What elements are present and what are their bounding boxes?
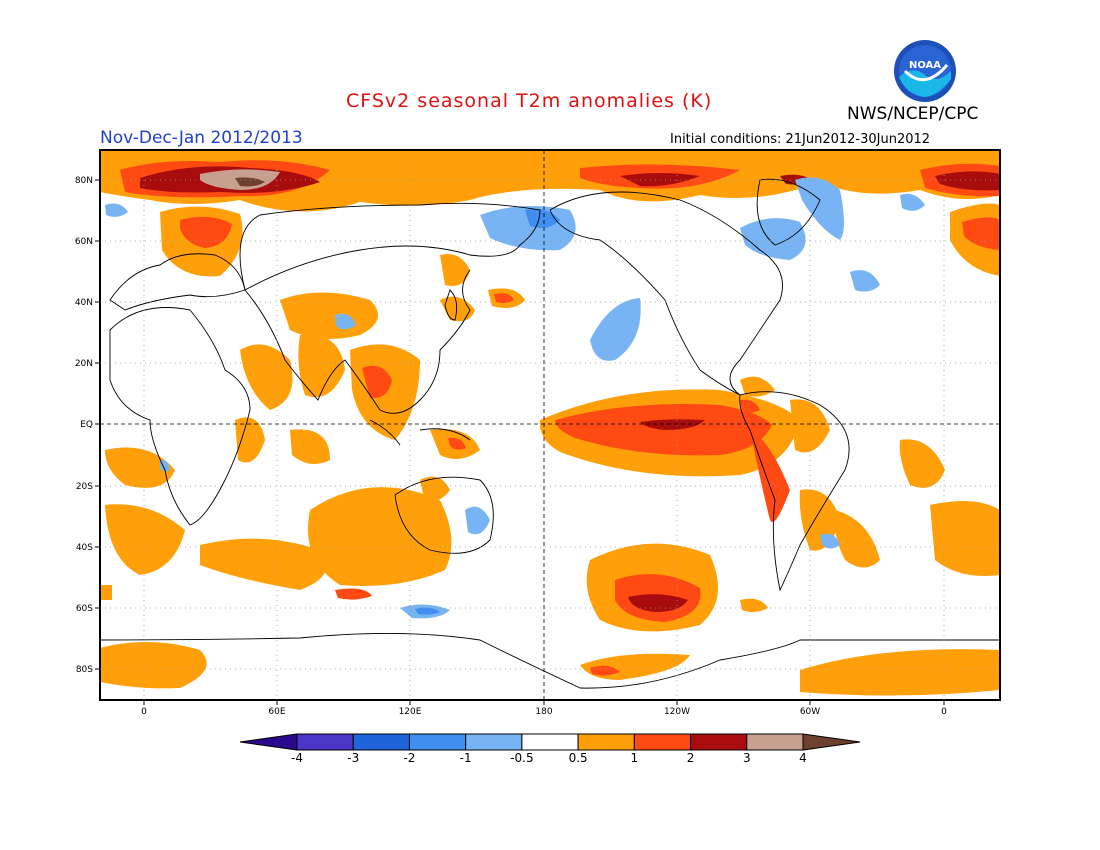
colorbar-max-arrow xyxy=(802,733,861,751)
noaa-logo: NOAA xyxy=(894,40,956,102)
colorbar-label: -3 xyxy=(347,751,359,765)
logo-text: NOAA xyxy=(909,60,941,71)
map-frame xyxy=(99,149,1001,701)
gridlines xyxy=(100,150,1000,700)
colorbar-label: 3 xyxy=(743,751,751,765)
lon-label: 120W xyxy=(664,707,690,717)
lat-label: 80N xyxy=(75,176,93,186)
lat-label: 20S xyxy=(76,482,93,492)
colorbar-label: -2 xyxy=(403,751,415,765)
colorbar-swatch xyxy=(521,733,579,751)
colorbar-swatch xyxy=(633,733,692,751)
latitude-labels: 80N 60N 40N 20N EQ 20S 40S 60S 80S xyxy=(75,176,93,675)
anomaly-field xyxy=(100,150,1000,700)
equator-dateline xyxy=(100,150,1000,700)
lat-label: 60N xyxy=(75,237,93,247)
colorbar-label: -1 xyxy=(460,751,472,765)
lat-label: 60S xyxy=(76,604,93,614)
lon-label: 0 xyxy=(141,707,147,717)
lat-label: 20N xyxy=(75,359,93,369)
forecast-period: Nov-Dec-Jan 2012/2013 xyxy=(100,128,303,148)
colorbar-swatch xyxy=(296,733,354,751)
initial-conditions: Initial conditions: 21Jun2012-30Jun2012 xyxy=(670,132,931,147)
colorbar-swatch xyxy=(465,733,523,751)
axis-ticks xyxy=(95,179,945,705)
agency-label: NWS/NCEP/CPC xyxy=(847,104,979,124)
colorbar-label: 4 xyxy=(799,751,807,765)
lon-label: 60E xyxy=(268,707,285,717)
colorbar-swatch xyxy=(690,733,748,751)
colorbar-swatch xyxy=(577,733,635,751)
lon-label: 60W xyxy=(800,707,820,717)
colorbar-label: 1 xyxy=(631,751,639,765)
colorbar-label: -0.5 xyxy=(510,751,533,765)
lat-label: EQ xyxy=(80,420,93,430)
lon-label: 120E xyxy=(399,707,422,717)
lat-label: 40N xyxy=(75,298,93,308)
colorbar: -4 -3 -2 -1 -0.5 0.5 1 2 3 4 xyxy=(239,733,861,765)
colorbar-label: 0.5 xyxy=(569,751,588,765)
lon-label: 0 xyxy=(941,707,947,717)
longitude-labels: 0 60E 120E 180 120W 60W 0 xyxy=(141,707,947,717)
colorbar-label: 2 xyxy=(687,751,695,765)
colorbar-swatch xyxy=(352,733,410,751)
colorbar-label: -4 xyxy=(291,751,303,765)
lon-label: 180 xyxy=(535,707,552,717)
chart-title: CFSv2 seasonal T2m anomalies (K) xyxy=(346,90,713,112)
lat-label: 80S xyxy=(76,665,93,675)
coastlines xyxy=(100,178,1000,689)
colorbar-min-arrow xyxy=(239,733,298,751)
lat-label: 40S xyxy=(76,543,93,553)
colorbar-swatch xyxy=(408,733,467,751)
colorbar-swatch xyxy=(746,733,804,751)
